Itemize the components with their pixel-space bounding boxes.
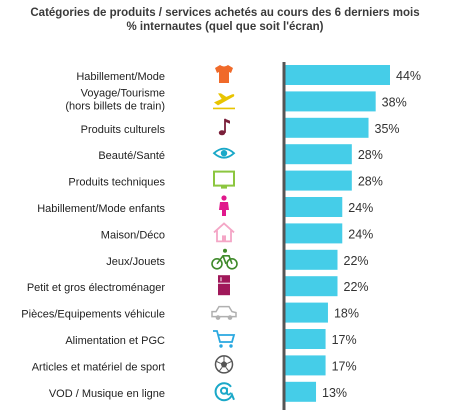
category-label: Habillement/Mode (76, 71, 165, 83)
car-icon (211, 305, 237, 320)
bar (285, 91, 376, 112)
value-label: 38% (382, 95, 407, 109)
tshirt-icon (215, 65, 233, 83)
value-label: 24% (348, 201, 373, 215)
airplane-icon (213, 93, 235, 110)
child-icon (219, 195, 229, 216)
category-label: Produits techniques (68, 177, 165, 189)
bar (285, 223, 343, 244)
category-label: Maison/Déco (101, 229, 165, 241)
value-label: 13% (322, 386, 347, 400)
value-label: 24% (348, 227, 373, 241)
category-label: VOD / Musique en ligne (49, 388, 165, 400)
category-label: Voyage/Tourisme (hors billets de train) (65, 87, 165, 112)
category-label: Articles et matériel de sport (32, 361, 165, 373)
at-sign-icon (214, 382, 235, 402)
appliance-icon (218, 275, 230, 296)
bar (285, 170, 352, 191)
bar (285, 65, 390, 85)
category-label: Alimentation et PGC (65, 335, 165, 347)
value-label: 17% (332, 359, 357, 373)
music-note-icon (218, 118, 230, 136)
bar (285, 197, 343, 217)
monitor-icon (213, 170, 235, 189)
soccer-ball-icon (214, 355, 234, 374)
category-label: Produits culturels (81, 124, 166, 136)
chart-title: Catégories de produits / services acheté… (0, 6, 450, 34)
bar (285, 117, 369, 138)
house-icon (213, 222, 235, 243)
category-label: Jeux/Jouets (106, 256, 165, 268)
category-label: Pièces/Equipements véhicule (21, 309, 165, 321)
shopping-cart-icon (213, 330, 236, 348)
category-label: Habillement/Mode enfants (37, 203, 165, 215)
value-label: 22% (344, 254, 369, 268)
value-label: 17% (332, 333, 357, 347)
category-label: Petit et gros électroménager (27, 282, 166, 294)
bar (285, 144, 352, 165)
category-label: Beauté/Santé (98, 150, 165, 162)
bar (285, 276, 338, 297)
bar (285, 302, 328, 323)
eye-icon (212, 147, 236, 159)
value-label: 44% (396, 69, 421, 83)
bar (285, 249, 338, 270)
bar (285, 381, 317, 402)
bicycle-icon (211, 248, 238, 270)
value-label: 22% (344, 280, 369, 294)
value-label: 28% (358, 148, 383, 162)
bar (285, 329, 326, 349)
value-label: 28% (358, 175, 383, 189)
bar (285, 355, 326, 376)
value-label: 35% (375, 122, 400, 136)
chart-title-line: Catégories de produits / services acheté… (30, 7, 420, 19)
value-label: 18% (334, 307, 359, 321)
chart-subtitle: % internautes (quel que soit l'écran) (126, 21, 324, 33)
